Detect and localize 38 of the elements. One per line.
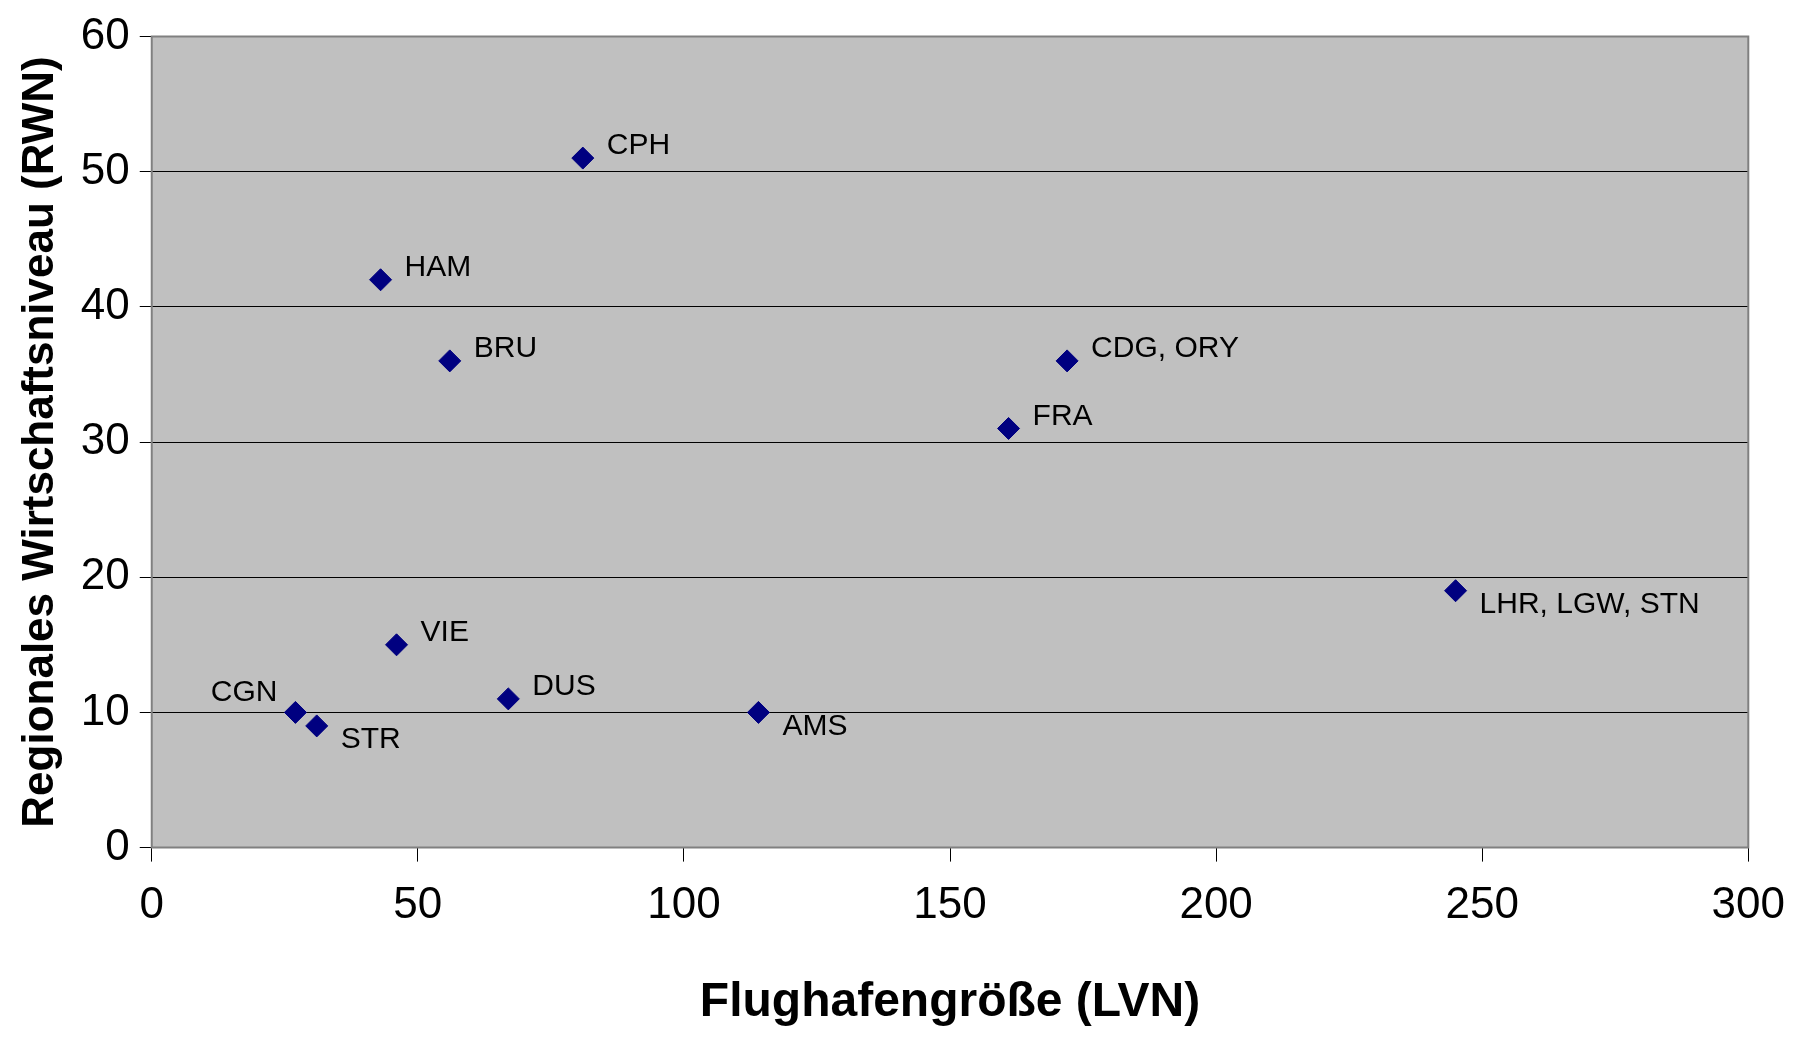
point xyxy=(496,687,520,711)
x-tick-label: 150 xyxy=(913,878,987,928)
point xyxy=(997,416,1021,440)
point xyxy=(1055,349,1079,373)
annotation: CDG, ORY xyxy=(1091,330,1239,364)
annotation: VIE xyxy=(420,614,469,648)
annotation: DUS xyxy=(532,668,596,702)
annotation: BRU xyxy=(473,330,538,364)
annotation: FRA xyxy=(1032,397,1093,431)
annotation: LHR, LGW, STN xyxy=(1479,585,1700,619)
annotation: STR xyxy=(340,721,401,755)
point xyxy=(385,633,409,657)
y-tick-label: 0 xyxy=(105,819,130,869)
annotation: CGN xyxy=(210,673,278,707)
y-tick-label: 30 xyxy=(80,414,130,464)
y-axis-title: Regionales Wirtschaftsniveau (RWN) xyxy=(12,56,62,828)
x-axis-title: Flughafengröße (LVN) xyxy=(699,973,1201,1027)
point xyxy=(369,268,393,292)
annotation: AMS xyxy=(782,707,848,741)
point xyxy=(746,700,770,724)
x-tick-label: 300 xyxy=(1711,878,1785,928)
y-tick-label: 60 xyxy=(80,8,130,58)
annotation: CPH xyxy=(606,127,671,161)
y-tick-label: 40 xyxy=(80,278,130,328)
point xyxy=(438,349,462,373)
y-tick-label: 50 xyxy=(80,143,130,193)
point xyxy=(1444,579,1468,603)
x-tick-label: 50 xyxy=(393,878,443,928)
x-tick-label: 100 xyxy=(647,878,721,928)
y-tick-label: 20 xyxy=(80,549,130,599)
annotation: HAM xyxy=(404,249,472,283)
y-tick-label: 10 xyxy=(80,684,130,734)
point xyxy=(305,714,329,738)
point xyxy=(571,146,595,170)
x-tick-label: 0 xyxy=(139,878,164,928)
point xyxy=(283,700,307,724)
x-tick-label: 250 xyxy=(1445,878,1519,928)
x-tick-label: 200 xyxy=(1179,878,1253,928)
